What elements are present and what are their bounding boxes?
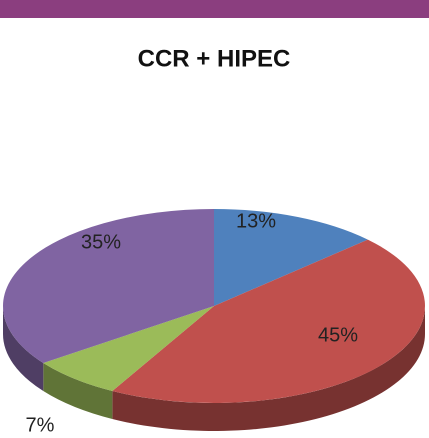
pie-slice-side bbox=[3, 306, 44, 392]
pie-slice bbox=[214, 209, 368, 306]
data-label: 7% bbox=[26, 414, 55, 436]
data-label: 35% bbox=[81, 231, 121, 253]
data-label: 45% bbox=[318, 324, 358, 346]
pie-slice-side bbox=[112, 306, 426, 431]
chart-title: CCR + HIPEC bbox=[138, 45, 291, 72]
header-bar bbox=[0, 0, 429, 18]
data-label: 13% bbox=[236, 210, 276, 232]
pie-slice bbox=[43, 306, 215, 392]
pie-slice bbox=[112, 239, 425, 403]
pie-slice bbox=[3, 209, 214, 364]
pie-slice-side bbox=[43, 363, 113, 420]
